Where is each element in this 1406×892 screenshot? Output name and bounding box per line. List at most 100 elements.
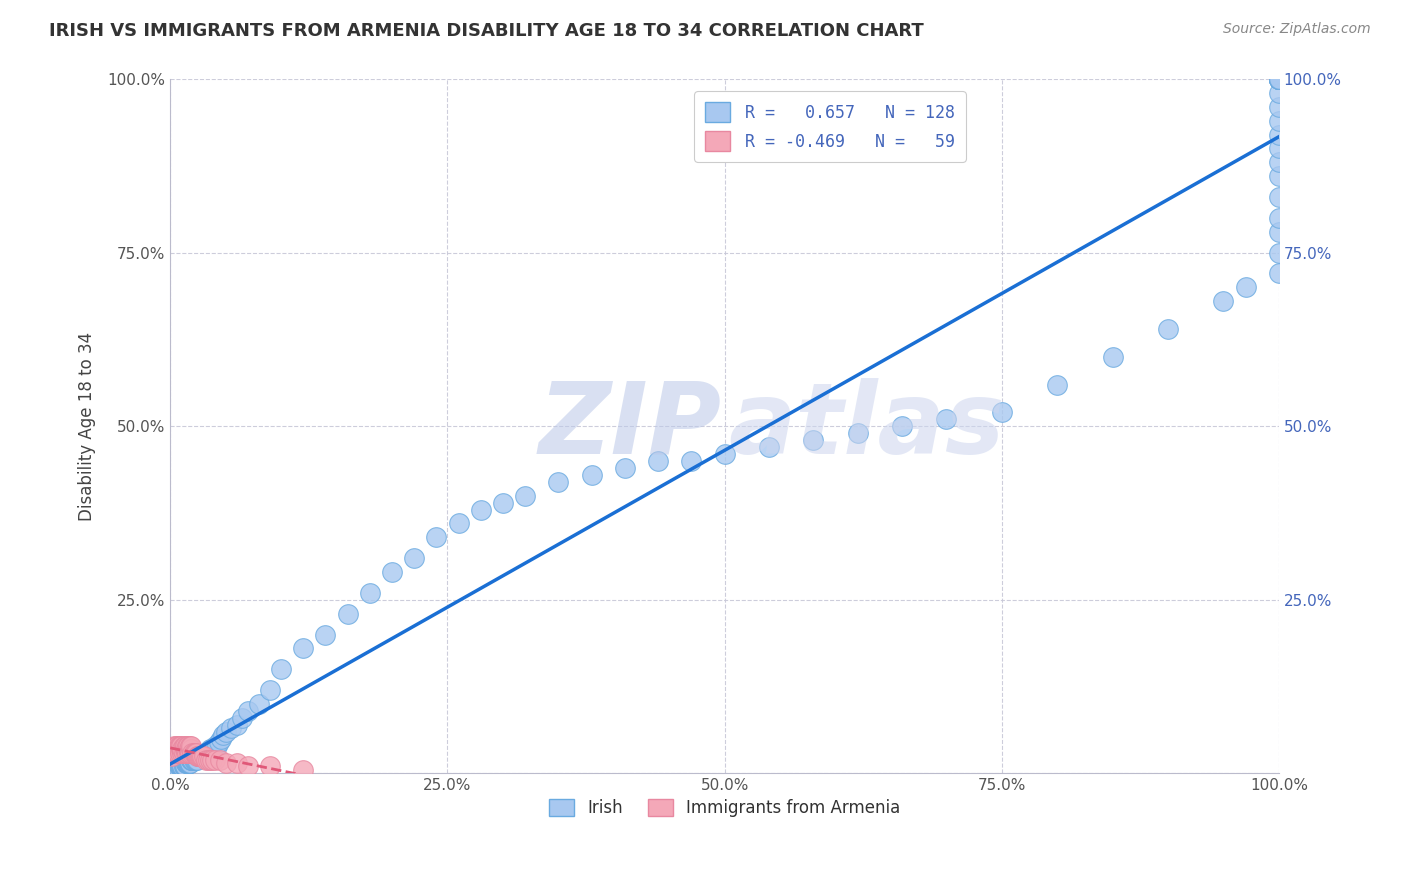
Point	[177, 746, 200, 760]
Point	[179, 756, 201, 770]
Point	[1268, 72, 1291, 87]
Point	[167, 763, 190, 777]
Point	[173, 759, 195, 773]
Point	[173, 759, 195, 773]
Point	[513, 489, 536, 503]
Point	[163, 763, 186, 777]
Point	[1268, 72, 1291, 87]
Point	[492, 495, 515, 509]
Point	[259, 759, 281, 773]
Point	[846, 426, 869, 441]
Point	[219, 721, 242, 735]
Point	[225, 756, 247, 770]
Point	[425, 530, 447, 544]
Point	[180, 753, 202, 767]
Point	[163, 742, 186, 756]
Point	[336, 607, 359, 621]
Point	[1268, 100, 1291, 114]
Point	[187, 749, 209, 764]
Point	[176, 746, 198, 760]
Point	[179, 739, 201, 753]
Point	[172, 742, 194, 756]
Point	[166, 763, 188, 777]
Point	[181, 753, 204, 767]
Point	[162, 763, 184, 777]
Point	[236, 759, 259, 773]
Point	[170, 759, 193, 773]
Point	[200, 742, 222, 756]
Point	[173, 746, 195, 760]
Point	[173, 742, 195, 756]
Point	[990, 405, 1012, 419]
Point	[163, 763, 186, 777]
Point	[1268, 72, 1291, 87]
Point	[195, 746, 218, 760]
Point	[177, 756, 200, 770]
Point	[167, 742, 190, 756]
Point	[198, 753, 221, 767]
Point	[191, 749, 214, 764]
Point	[177, 756, 200, 770]
Point	[1268, 190, 1291, 204]
Point	[1268, 72, 1291, 87]
Point	[173, 759, 195, 773]
Point	[167, 763, 190, 777]
Point	[404, 551, 426, 566]
Point	[547, 475, 569, 489]
Point	[177, 756, 200, 770]
Point	[170, 759, 193, 773]
Point	[180, 739, 202, 753]
Point	[1268, 72, 1291, 87]
Point	[1234, 280, 1257, 294]
Point	[1268, 128, 1291, 142]
Point	[165, 763, 187, 777]
Point	[162, 746, 184, 760]
Point	[162, 749, 184, 764]
Point	[231, 711, 253, 725]
Point	[173, 759, 195, 773]
Point	[1268, 72, 1291, 87]
Text: Source: ZipAtlas.com: Source: ZipAtlas.com	[1223, 22, 1371, 37]
Point	[169, 759, 191, 773]
Point	[188, 749, 211, 764]
Point	[891, 419, 914, 434]
Point	[183, 753, 205, 767]
Point	[176, 756, 198, 770]
Point	[198, 742, 221, 756]
Point	[201, 753, 224, 767]
Point	[172, 759, 194, 773]
Point	[713, 447, 735, 461]
Point	[198, 746, 221, 760]
Point	[184, 746, 207, 760]
Point	[183, 753, 205, 767]
Point	[209, 731, 232, 746]
Point	[183, 746, 205, 760]
Point	[197, 753, 219, 767]
Point	[172, 746, 194, 760]
Point	[259, 683, 281, 698]
Point	[167, 742, 190, 756]
Point	[165, 742, 187, 756]
Point	[801, 433, 824, 447]
Point	[173, 739, 195, 753]
Point	[162, 763, 184, 777]
Point	[167, 746, 190, 760]
Point	[166, 739, 188, 753]
Text: IRISH VS IMMIGRANTS FROM ARMENIA DISABILITY AGE 18 TO 34 CORRELATION CHART: IRISH VS IMMIGRANTS FROM ARMENIA DISABIL…	[49, 22, 924, 40]
Point	[169, 759, 191, 773]
Point	[174, 742, 197, 756]
Point	[212, 728, 235, 742]
Point	[292, 641, 315, 656]
Point	[170, 739, 193, 753]
Point	[1268, 245, 1291, 260]
Point	[180, 742, 202, 756]
Point	[181, 746, 204, 760]
Point	[359, 586, 381, 600]
Point	[205, 739, 228, 753]
Point	[204, 753, 226, 767]
Point	[167, 739, 190, 753]
Point	[174, 746, 197, 760]
Point	[165, 739, 187, 753]
Point	[176, 739, 198, 753]
Point	[247, 697, 270, 711]
